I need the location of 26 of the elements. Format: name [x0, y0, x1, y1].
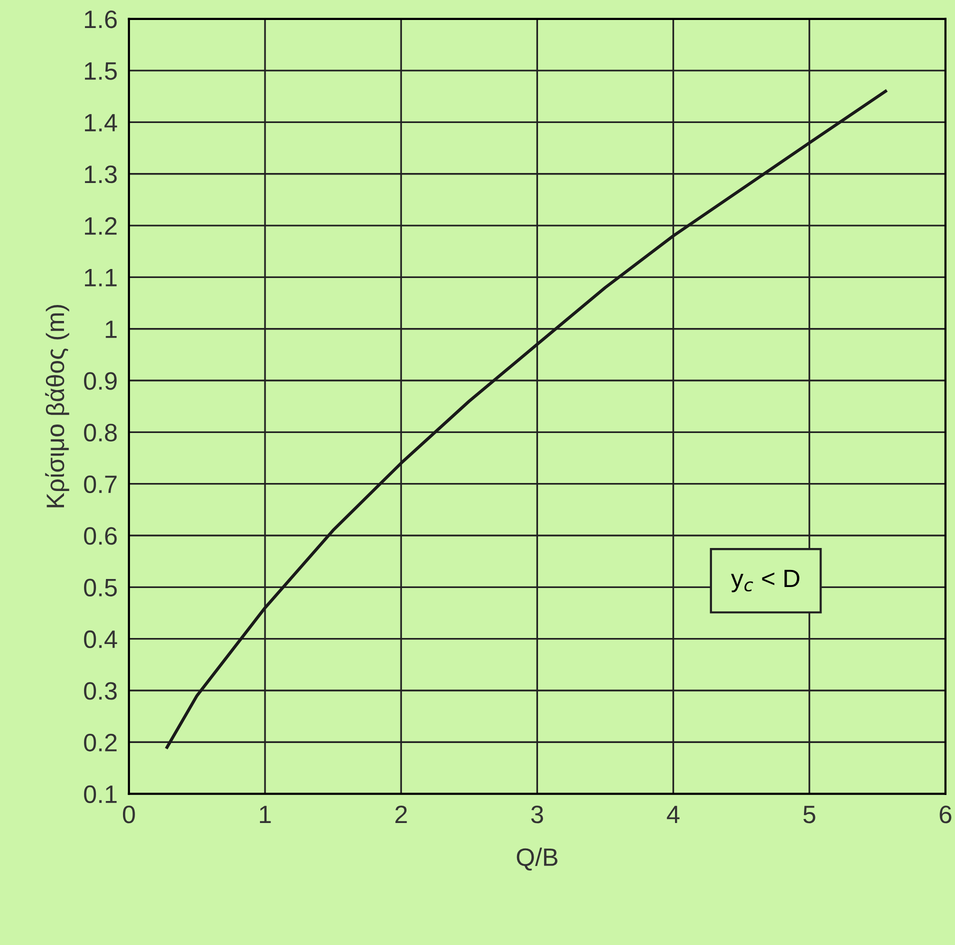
y-tick-label: 1.4	[84, 114, 118, 132]
y-tick-label: 0.7	[84, 475, 117, 494]
y-tick-label: 1.3	[84, 165, 117, 184]
y-tick-label: 1.1	[84, 269, 117, 286]
annotation: y$_{c}$ < D	[731, 570, 800, 592]
x-tick-label: 2	[395, 806, 407, 824]
x-axis-title: Q/B	[516, 848, 558, 870]
y-tick-label: 0.9	[84, 372, 117, 390]
y-tick-label: 0.1	[84, 785, 117, 804]
y-tick-label: 1	[106, 320, 117, 338]
y-tick-label: 1.6	[84, 10, 117, 28]
y-tick-label: 1.5	[84, 62, 117, 80]
y-tick-label: 0.4	[84, 630, 118, 648]
x-tick-label: 1	[260, 806, 271, 824]
x-tick-label: 4	[666, 806, 680, 824]
x-tick-label: 5	[803, 806, 816, 824]
x-tick-label: 6	[940, 806, 952, 824]
y-axis-title: Κρίσιμο βάθος (m)	[45, 305, 70, 508]
y-tick-label: 0.5	[84, 578, 117, 596]
y-tick-label: 0.6	[84, 527, 117, 545]
x-tick-label: 3	[531, 806, 544, 824]
x-tick-label: 0	[122, 806, 135, 824]
y-tick-label: 0.3	[84, 682, 117, 700]
y-tick-label: 0.8	[84, 424, 117, 442]
y-tick-label: 1.2	[84, 217, 117, 235]
y-tick-label: 0.2	[84, 734, 117, 752]
